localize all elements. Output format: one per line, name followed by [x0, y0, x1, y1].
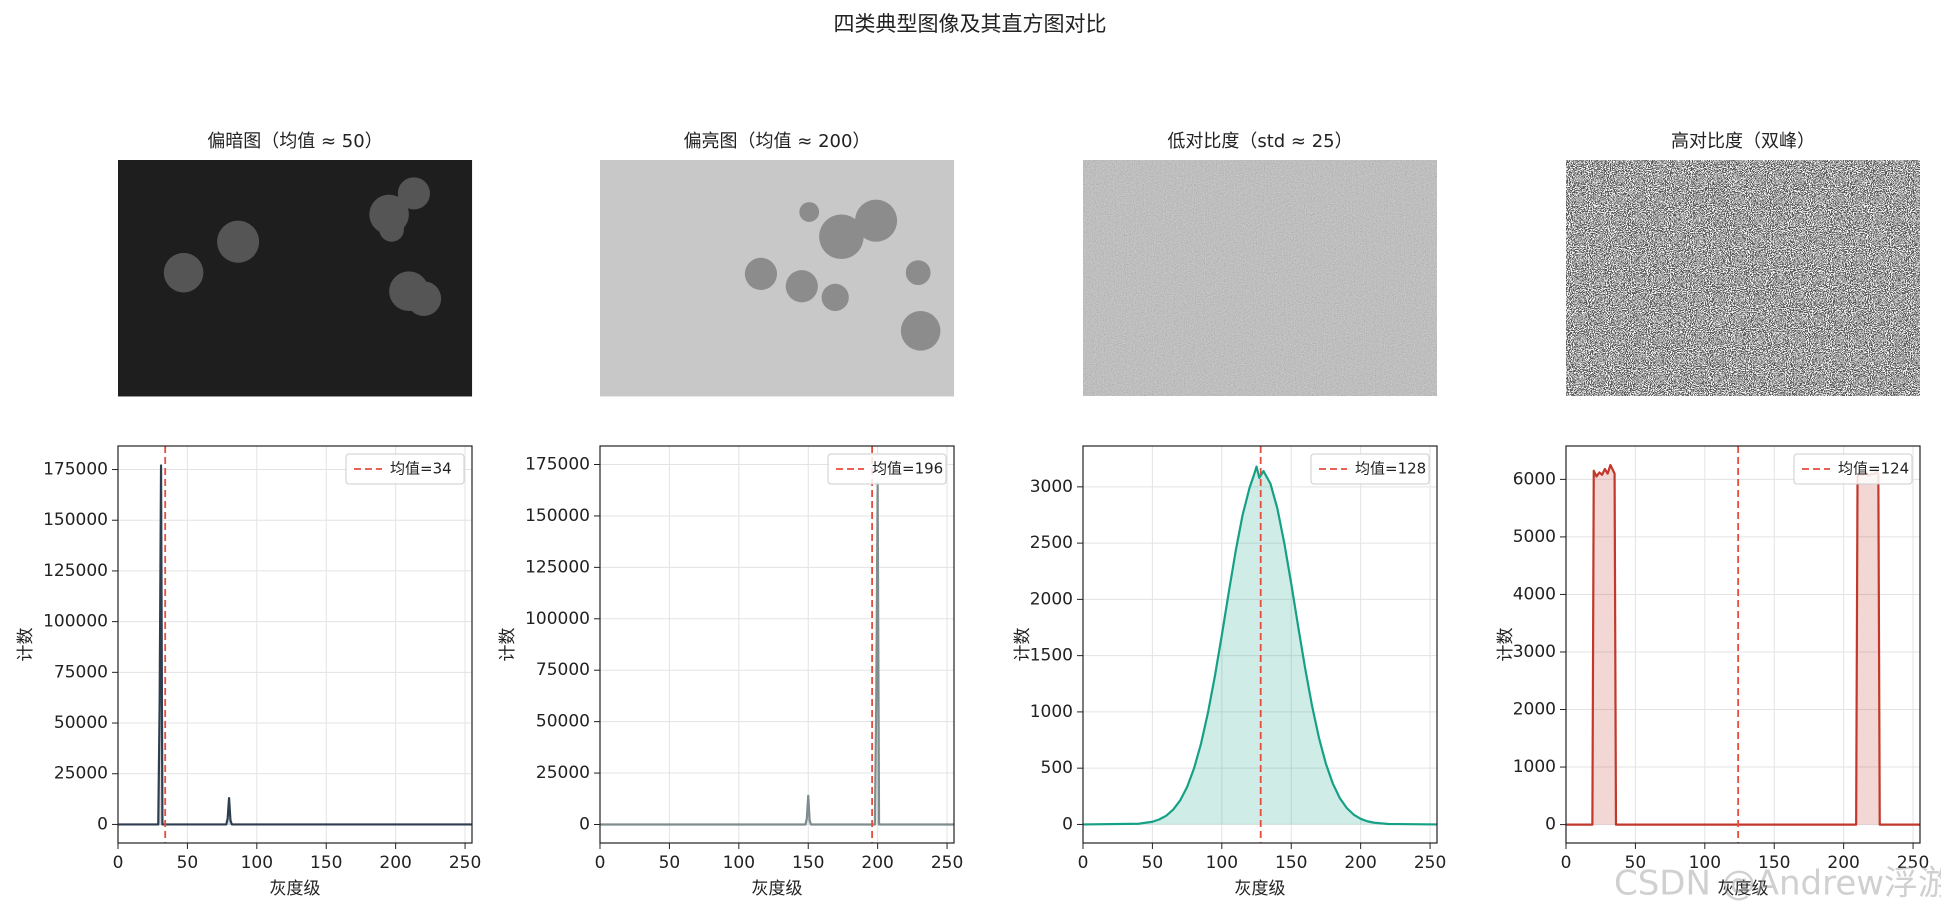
image-bright	[600, 160, 955, 397]
image-title: 偏亮图（均值 ≈ 200）	[684, 131, 871, 152]
x-tick-label: 100	[1206, 853, 1238, 873]
legend-box	[1793, 453, 1913, 485]
y-tick-label: 0	[1545, 815, 1556, 835]
y-tick-label: 0	[1062, 814, 1073, 834]
y-tick-label: 3000	[1513, 642, 1556, 662]
y-tick-label: 1500	[1030, 646, 1073, 666]
plot-frame	[599, 445, 955, 844]
y-tick-label: 175000	[43, 460, 108, 480]
image-title: 偏暗图（均值 ≈ 50）	[207, 131, 382, 152]
legend-label: 均值=124	[1838, 460, 1909, 478]
plot-frame	[1082, 445, 1438, 844]
y-tick-label: 50000	[54, 713, 108, 733]
x-tick-label: 100	[241, 853, 273, 873]
area	[118, 465, 472, 825]
x-tick-label: 0	[595, 853, 606, 873]
x-tick-label: 50	[659, 853, 681, 873]
y-axis-label: 计数	[1013, 628, 1033, 662]
y-axis-label: 计数	[1496, 628, 1516, 662]
x-tick-label: 100	[723, 853, 755, 873]
y-tick-label: 175000	[525, 455, 590, 475]
x-tick-label: 150	[310, 853, 342, 873]
y-tick-label: 2000	[1513, 700, 1556, 720]
legend-label: 均值=128	[1355, 460, 1426, 478]
y-tick-label: 0	[579, 814, 590, 834]
x-axis-label: 灰度级	[752, 879, 803, 899]
x-tick-label: 50	[1625, 853, 1647, 873]
line	[1083, 465, 1437, 826]
x-axis-label: 灰度级	[270, 879, 321, 899]
x-tick-label: 0	[113, 853, 124, 873]
x-tick-label: 200	[379, 853, 411, 873]
x-tick-label: 200	[1827, 853, 1859, 873]
image-high-contrast	[1566, 160, 1920, 396]
x-tick-label: 100	[1689, 853, 1721, 873]
y-tick-label: 500	[1041, 758, 1073, 778]
y-axis-label: 计数	[16, 628, 36, 662]
x-tick-label: 200	[1344, 853, 1376, 873]
line	[118, 464, 472, 826]
legend-label: 均值=196	[872, 460, 943, 478]
y-tick-label: 5000	[1513, 527, 1556, 547]
y-tick-label: 3000	[1030, 477, 1073, 497]
plot-frame	[117, 445, 473, 844]
x-axis-label: 灰度级	[1718, 879, 1769, 899]
x-tick-label: 50	[177, 853, 199, 873]
legend-box	[345, 453, 465, 485]
x-tick-label: 150	[792, 853, 824, 873]
y-tick-label: 4000	[1513, 584, 1556, 604]
x-tick-label: 150	[1758, 853, 1790, 873]
figure-title: 四类典型图像及其直方图对比	[834, 12, 1107, 36]
x-tick-label: 250	[449, 853, 481, 873]
y-tick-label: 6000	[1513, 469, 1556, 489]
x-tick-label: 200	[861, 853, 893, 873]
image-title: 低对比度（std ≈ 25）	[1167, 131, 1352, 152]
image-dark	[118, 160, 473, 397]
legend-box	[1310, 453, 1430, 485]
image-title: 高对比度（双峰）	[1671, 131, 1815, 152]
y-axis-label: 计数	[498, 628, 518, 662]
watermark: CSDN @Andrew浮游会	[1614, 864, 1941, 904]
x-tick-label: 250	[1897, 853, 1929, 873]
y-tick-label: 25000	[54, 764, 108, 784]
y-tick-label: 125000	[43, 561, 108, 581]
x-tick-label: 250	[1414, 853, 1446, 873]
x-tick-label: 50	[1142, 853, 1164, 873]
y-tick-label: 150000	[43, 510, 108, 530]
y-tick-label: 2500	[1030, 533, 1073, 553]
y-tick-label: 150000	[525, 506, 590, 526]
legend-box	[827, 453, 947, 485]
image-low-contrast	[1083, 160, 1437, 396]
y-tick-label: 75000	[536, 660, 590, 680]
y-tick-label: 1000	[1030, 702, 1073, 722]
y-tick-label: 100000	[43, 612, 108, 632]
y-tick-label: 100000	[525, 609, 590, 629]
line	[600, 481, 954, 826]
y-tick-label: 125000	[525, 557, 590, 577]
x-tick-label: 250	[931, 853, 963, 873]
y-tick-label: 0	[97, 814, 108, 834]
y-tick-label: 1000	[1513, 757, 1556, 777]
x-tick-label: 150	[1275, 853, 1307, 873]
legend-label: 均值=34	[390, 460, 452, 478]
plot-frame	[1565, 445, 1921, 844]
y-tick-label: 25000	[536, 763, 590, 783]
x-axis-label: 灰度级	[1235, 879, 1286, 899]
y-tick-label: 50000	[536, 712, 590, 732]
x-tick-label: 0	[1561, 853, 1572, 873]
x-tick-label: 0	[1078, 853, 1089, 873]
y-tick-label: 75000	[54, 662, 108, 682]
area	[1566, 464, 1920, 825]
y-tick-label: 2000	[1030, 589, 1073, 609]
